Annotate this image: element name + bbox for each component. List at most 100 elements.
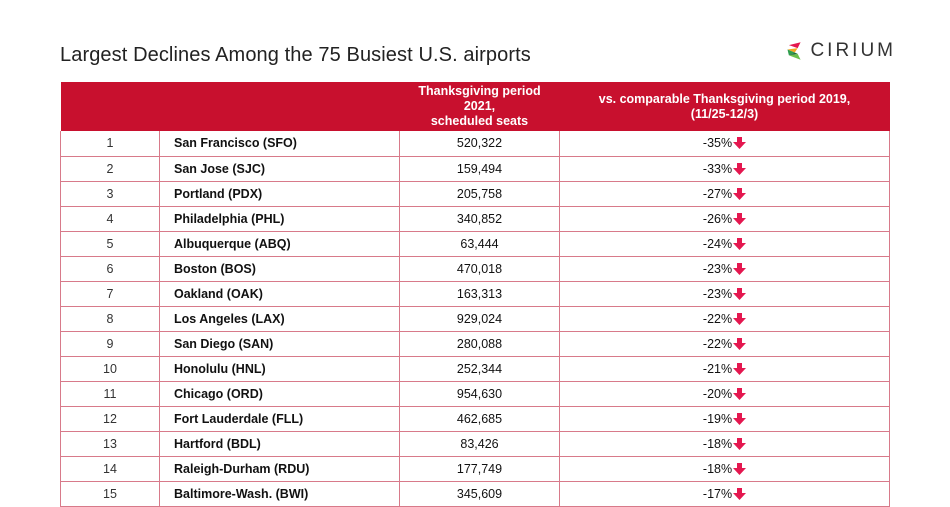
logo-text: CIRIUM	[810, 40, 896, 61]
rank-cell: 1	[60, 131, 160, 157]
down-arrow-icon	[733, 462, 747, 475]
change-value: -23%	[702, 286, 733, 301]
down-arrow-icon	[733, 337, 747, 350]
cirium-logo: CIRIUM	[786, 34, 896, 68]
airport-cell: Portland (PDX)	[159, 181, 400, 207]
down-arrow-icon	[733, 362, 747, 375]
change-value: -17%	[702, 486, 733, 501]
table-row: 1 San Francisco (SFO) 520,322 -35%	[60, 131, 890, 157]
airport-cell: Albuquerque (ABQ)	[159, 231, 400, 257]
rank-cell: 2	[60, 156, 160, 182]
seats-cell: 163,313	[399, 281, 560, 307]
rank-cell: 5	[60, 231, 160, 257]
seats-cell: 280,088	[399, 331, 560, 357]
table-row: 2 San Jose (SJC) 159,494 -33%	[60, 156, 890, 182]
rank-cell: 14	[60, 456, 160, 482]
table-row: 7 Oakland (OAK) 163,313 -23%	[60, 281, 890, 307]
table-row: 14 Raleigh-Durham (RDU) 177,749 -18%	[60, 456, 890, 482]
airport-cell: San Francisco (SFO)	[159, 131, 400, 157]
change-value: -18%	[702, 436, 733, 451]
seats-cell: 159,494	[399, 156, 560, 182]
header-seats: Thanksgiving period 2021, scheduled seat…	[400, 82, 560, 131]
airport-cell: Honolulu (HNL)	[159, 356, 400, 382]
rank-cell: 15	[60, 481, 160, 507]
down-arrow-icon	[733, 137, 747, 150]
down-arrow-icon	[733, 212, 747, 225]
change-value-wrap: -17%	[702, 486, 747, 501]
change-value: -21%	[702, 361, 733, 376]
airport-cell: Fort Lauderdale (FLL)	[159, 406, 400, 432]
change-value: -22%	[702, 336, 733, 351]
change-cell: -22%	[559, 331, 890, 357]
change-value-wrap: -23%	[702, 286, 747, 301]
change-value-wrap: -24%	[702, 236, 747, 251]
table-row: 13 Hartford (BDL) 83,426 -18%	[60, 431, 890, 457]
airport-cell: Hartford (BDL)	[159, 431, 400, 457]
rank-cell: 12	[60, 406, 160, 432]
airport-cell: Baltimore-Wash. (BWI)	[159, 481, 400, 507]
header-change-line2: (11/25-12/3)	[690, 106, 759, 121]
change-value: -26%	[702, 211, 733, 226]
airport-cell: Raleigh-Durham (RDU)	[159, 456, 400, 482]
change-value-wrap: -20%	[702, 386, 747, 401]
change-cell: -23%	[559, 256, 890, 282]
header-seats-line2: scheduled seats	[430, 114, 529, 128]
rank-cell: 6	[60, 256, 160, 282]
change-value-wrap: -26%	[702, 211, 747, 226]
down-arrow-icon	[733, 187, 747, 200]
change-value-wrap: -23%	[703, 262, 747, 276]
seats-cell: 954,630	[399, 381, 560, 407]
airport-cell: Oakland (OAK)	[159, 281, 400, 307]
table-header-row: Thanksgiving period 2021, scheduled seat…	[60, 82, 890, 131]
down-arrow-icon	[733, 162, 747, 175]
table-body: 1 San Francisco (SFO) 520,322 -35% 2 San Jose…	[60, 131, 890, 507]
table-row: 3 Portland (PDX) 205,758 -27%	[60, 181, 890, 207]
change-value-wrap: -18%	[702, 461, 747, 476]
seats-cell: 345,609	[399, 481, 560, 507]
airport-cell: San Jose (SJC)	[159, 156, 400, 182]
table-row: 9 San Diego (SAN) 280,088 -22%	[60, 331, 890, 357]
change-value-wrap: -22%	[702, 311, 747, 326]
change-cell: -22%	[559, 306, 890, 332]
change-cell: -19%	[559, 406, 890, 432]
seats-cell: 462,685	[399, 406, 560, 432]
change-value: -19%	[702, 411, 733, 426]
change-value: -20%	[702, 386, 733, 401]
change-value-wrap: -19%	[702, 411, 747, 426]
seats-cell: 205,758	[399, 181, 560, 207]
airport-cell: Los Angeles (LAX)	[159, 306, 400, 332]
rank-cell: 11	[60, 381, 160, 407]
table-row: 8 Los Angeles (LAX) 929,024 -22%	[60, 306, 890, 332]
change-value: -22%	[702, 311, 733, 326]
change-value: -18%	[702, 461, 733, 476]
header-change: vs. comparable Thanksgiving period 2019,…	[560, 82, 890, 131]
down-arrow-icon	[733, 487, 747, 500]
table-row: 10 Honolulu (HNL) 252,344 -21%	[60, 356, 890, 382]
rank-cell: 8	[60, 306, 160, 332]
rank-cell: 9	[60, 331, 160, 357]
table-row: 5 Albuquerque (ABQ) 63,444 -24%	[60, 231, 890, 257]
seats-cell: 929,024	[399, 306, 560, 332]
seats-cell: 470,018	[399, 256, 560, 282]
rank-cell: 4	[60, 206, 160, 232]
change-cell: -18%	[559, 456, 890, 482]
down-arrow-icon	[733, 437, 747, 450]
seats-cell: 83,426	[399, 431, 560, 457]
down-arrow-icon	[733, 262, 747, 275]
table-row: 15 Baltimore-Wash. (BWI) 345,609 -17%	[60, 481, 890, 507]
cirium-logo-icon	[787, 42, 801, 60]
rank-cell: 7	[60, 281, 160, 307]
seats-cell: 252,344	[399, 356, 560, 382]
change-value-wrap: -18%	[702, 436, 747, 451]
airport-cell: Chicago (ORD)	[159, 381, 400, 407]
change-cell: -20%	[559, 381, 890, 407]
change-value: -24%	[702, 236, 733, 251]
change-cell: -23%	[559, 281, 890, 307]
seats-cell: 63,444	[399, 231, 560, 257]
change-cell: -35%	[559, 131, 890, 157]
airport-cell: Boston (BOS)	[159, 256, 400, 282]
rank-cell: 13	[60, 431, 160, 457]
change-value: -35%	[702, 136, 733, 151]
change-value: -27%	[702, 186, 733, 201]
change-value-wrap: -27%	[702, 186, 747, 201]
